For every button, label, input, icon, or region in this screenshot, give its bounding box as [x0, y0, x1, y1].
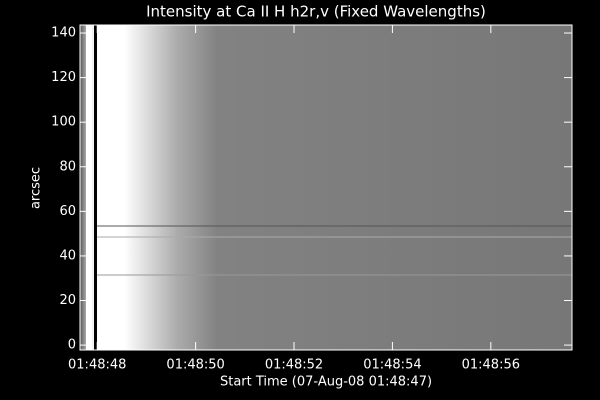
y-tick-label: 120 — [51, 70, 76, 85]
y-tick-label: 40 — [59, 248, 76, 263]
x-tick-label: 01:48:56 — [462, 358, 520, 373]
y-tick-label: 80 — [59, 159, 76, 174]
y-axis-title: arcsec — [29, 167, 44, 209]
x-tick-label: 01:48:54 — [363, 358, 421, 373]
x-tick-label: 01:48:50 — [166, 358, 224, 373]
x-tick-label: 01:48:52 — [265, 358, 323, 373]
y-tick-label: 60 — [59, 204, 76, 219]
intensity-image — [80, 25, 572, 350]
plot-frame — [79, 24, 573, 351]
y-tick-label: 140 — [51, 26, 76, 41]
x-tick-label: 01:48:48 — [68, 358, 126, 373]
y-tick-label: 100 — [51, 115, 76, 130]
y-tick-label: 20 — [59, 293, 76, 308]
x-axis-title: Start Time (07-Aug-08 01:48:47) — [220, 375, 432, 390]
chart-title: Intensity at Ca II H h2r,v (Fixed Wavele… — [146, 3, 486, 21]
y-tick-label: 0 — [68, 338, 76, 353]
